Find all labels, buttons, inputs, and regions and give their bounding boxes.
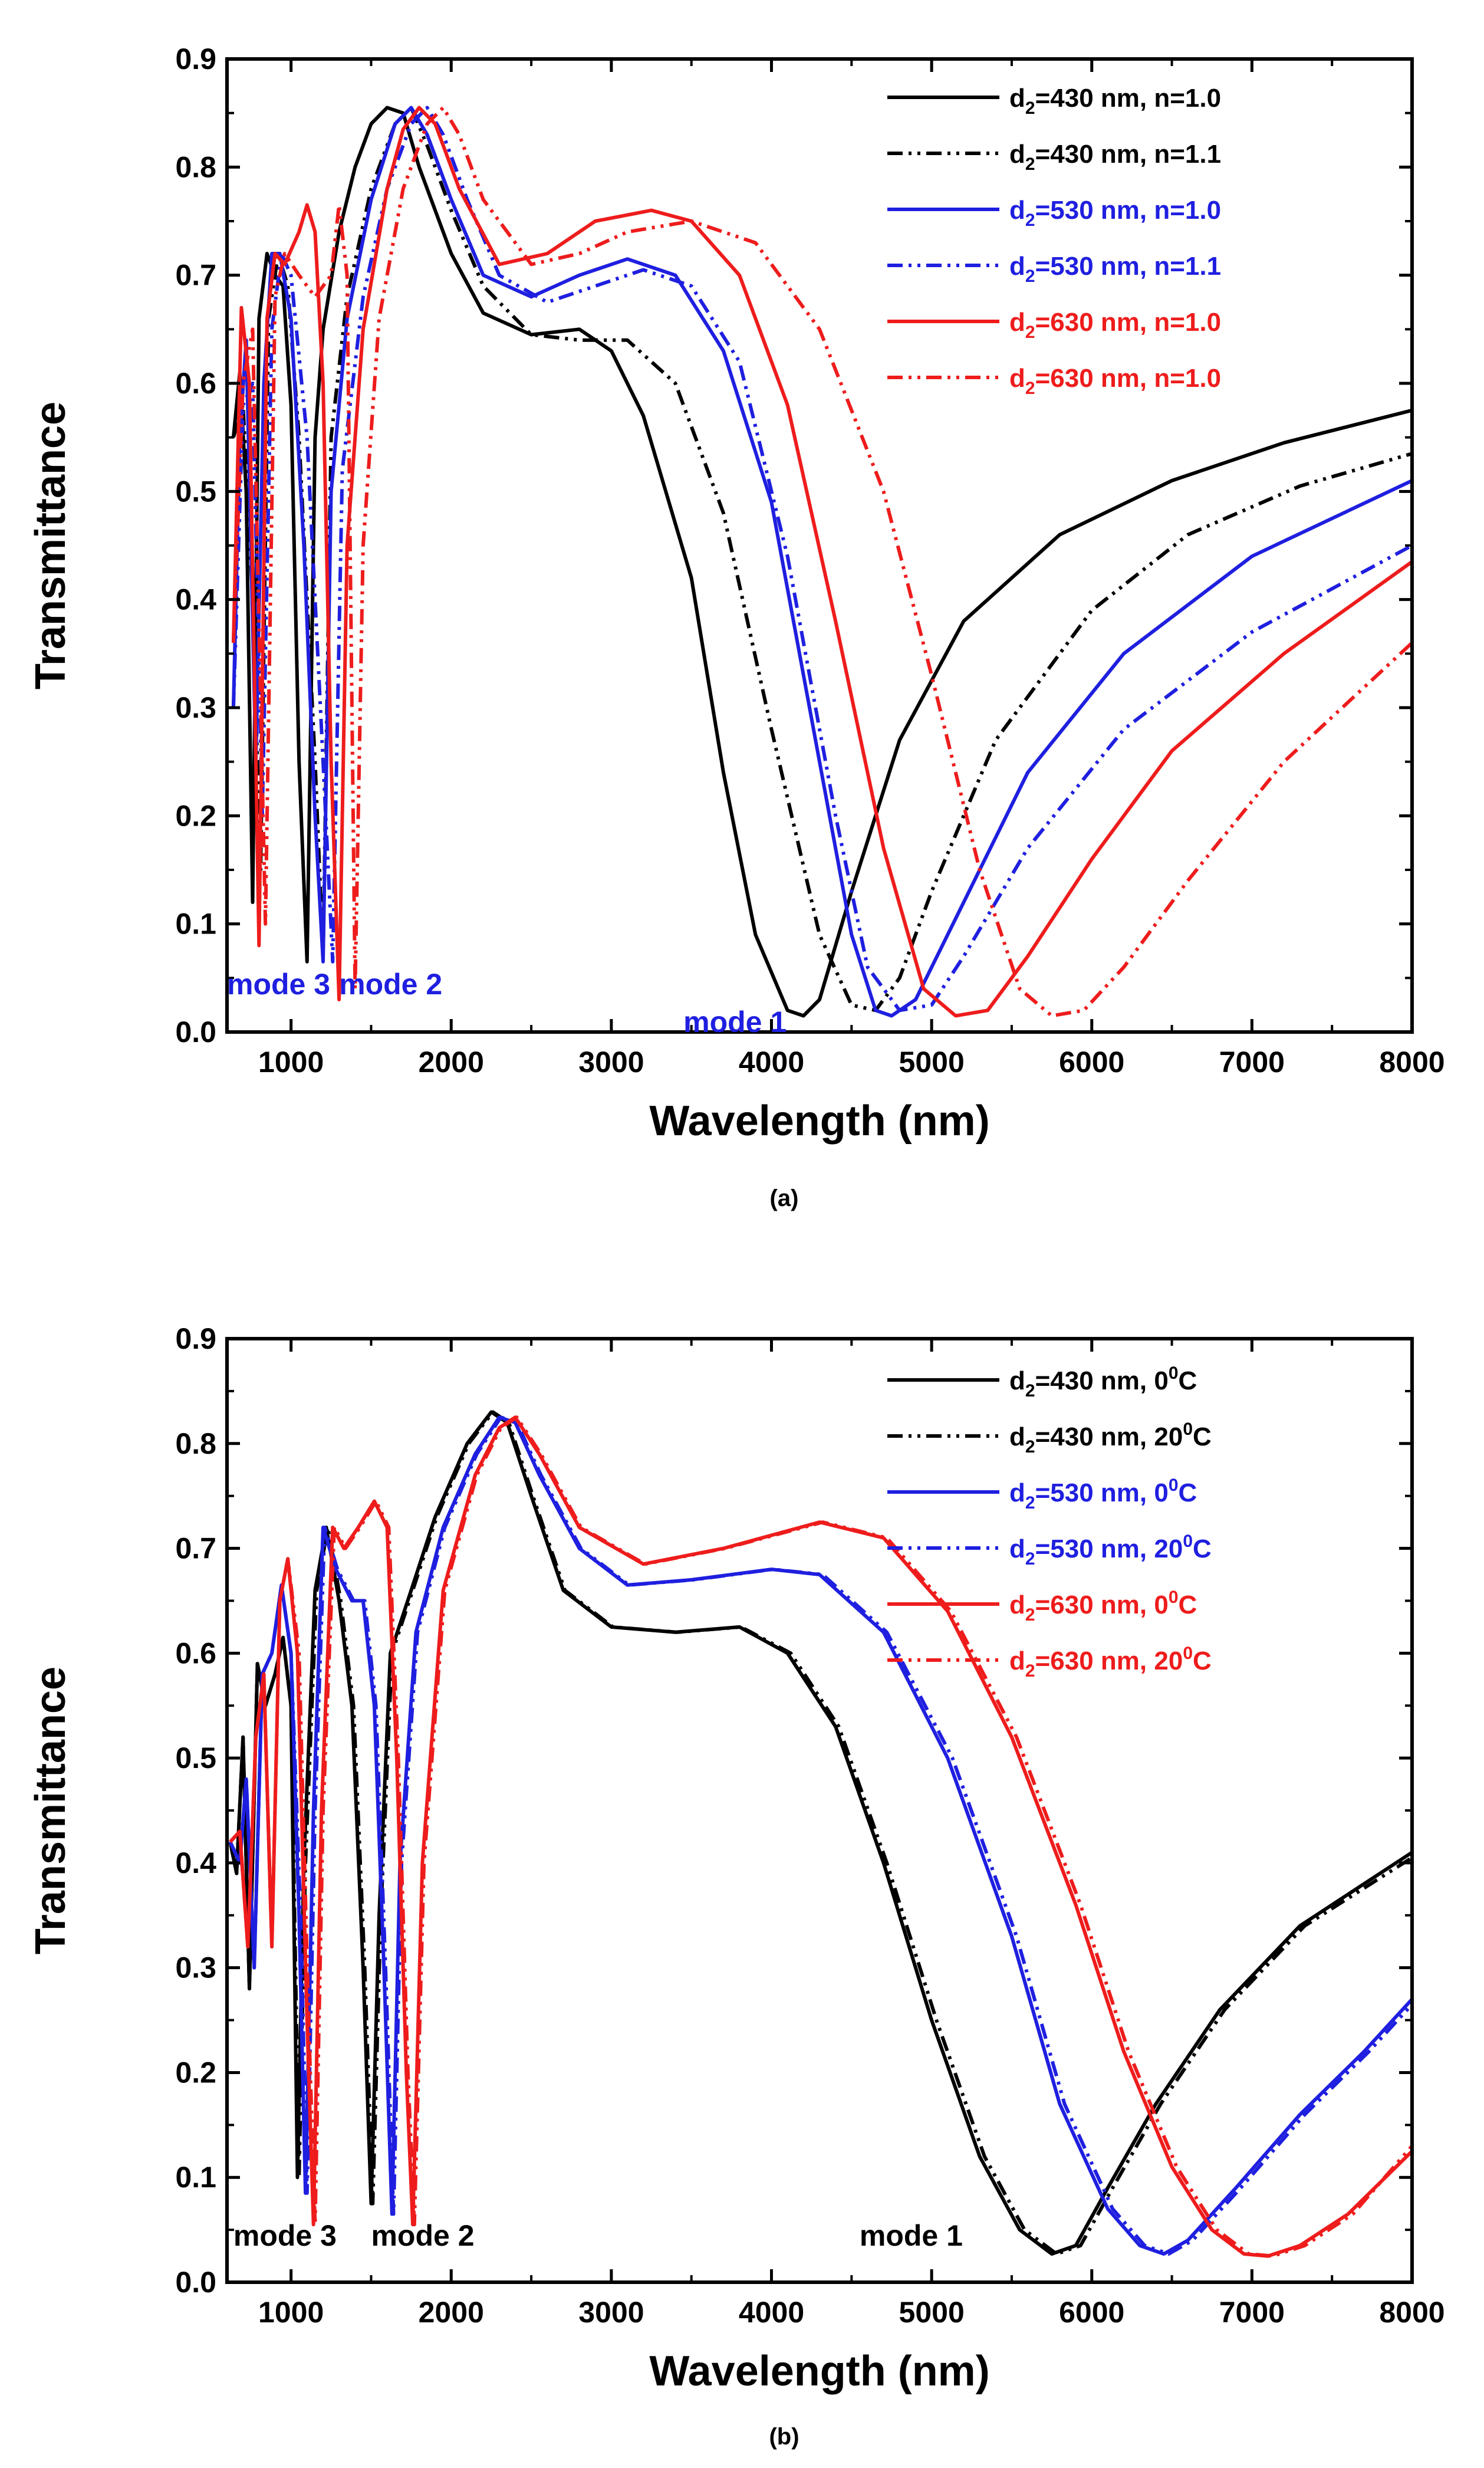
y-tick-label: 0.4 bbox=[175, 1846, 216, 1879]
y-tick-label: 0.6 bbox=[175, 367, 216, 400]
y-tick-label: 0.2 bbox=[175, 2056, 216, 2089]
x-tick-label: 8000 bbox=[1379, 2296, 1444, 2329]
y-tick-label: 0.9 bbox=[175, 1322, 216, 1355]
y-tick-label: 0.0 bbox=[175, 2266, 216, 2299]
series-line-6 bbox=[229, 1415, 1412, 2258]
x-tick-label: 5000 bbox=[899, 1046, 965, 1079]
series-lines bbox=[231, 106, 1412, 1018]
legend: d2=430 nm, n=1.0 d2=430 nm, n=1.1 d2=530 n… bbox=[887, 84, 1221, 398]
annotation-mode-label: mode 3 bbox=[233, 2219, 337, 2252]
panel-b: 1000 2000 3000 4000 5000 6000 7000 8000 0.0 0.1 0.… bbox=[27, 1322, 1445, 2450]
legend-label-4: d2=530 nm, n=1.1 bbox=[1009, 252, 1221, 286]
panel-a: 1000 2000 3000 4000 5000 6000 7000 8000 0.0 0.1 0.… bbox=[27, 42, 1445, 1211]
y-tick-label: 0.6 bbox=[175, 1636, 216, 1670]
x-tick-label: 5000 bbox=[899, 2296, 965, 2329]
legend-label-1: d2=430 nm, n=1.0 bbox=[1009, 84, 1221, 118]
series-lines bbox=[228, 1410, 1412, 2258]
legend-label-2: d2=430 nm, n=1.1 bbox=[1009, 140, 1221, 174]
x-axis-title: Wavelength (nm) bbox=[649, 2348, 989, 2395]
y-tick-label: 0.1 bbox=[175, 908, 216, 941]
x-tick-label: 2000 bbox=[419, 1046, 484, 1079]
legend-label-5: d2=630 nm, n=1.0 bbox=[1009, 308, 1221, 342]
y-axis-title: Transmittance bbox=[27, 402, 74, 689]
annotation-mode-label: mode 2 bbox=[339, 968, 442, 1001]
legend-label-3: d2=530 nm, 00C bbox=[1009, 1475, 1197, 1513]
y-tick-label: 0.3 bbox=[175, 1951, 216, 1984]
x-tick-label: 7000 bbox=[1219, 2296, 1285, 2329]
x-tick-label: 3000 bbox=[578, 1046, 644, 1079]
y-tick-label: 0.7 bbox=[175, 259, 216, 292]
y-tick-label: 0.5 bbox=[175, 475, 216, 508]
panel-caption: (b) bbox=[769, 2424, 799, 2450]
series-line-5 bbox=[231, 106, 1412, 1018]
series-line-4 bbox=[228, 1415, 1412, 2256]
x-tick-label: 4000 bbox=[739, 2296, 804, 2329]
x-tick-label: 3000 bbox=[578, 2296, 644, 2329]
y-tick-label: 0.5 bbox=[175, 1741, 216, 1774]
x-axis-title: Wavelength (nm) bbox=[649, 1097, 989, 1145]
annotation-mode-label: mode 2 bbox=[371, 2219, 474, 2252]
series-line-1 bbox=[228, 1410, 1412, 2256]
legend: d2=430 nm, 00C d2=430 nm, 200C d2=530 nm, … bbox=[887, 1363, 1212, 1681]
y-tick-label: 0.8 bbox=[175, 1427, 216, 1460]
legend-label-6: d2=630 nm, 200C bbox=[1009, 1644, 1212, 1681]
y-axis-title: Transmittance bbox=[27, 1667, 74, 1954]
x-tick-label: 6000 bbox=[1059, 1046, 1124, 1079]
legend-label-6: d2=630 nm, n=1.0 bbox=[1009, 364, 1221, 398]
y-tick-label: 0.0 bbox=[175, 1016, 216, 1049]
x-tick-label: 8000 bbox=[1379, 1046, 1444, 1079]
y-tick-label: 0.7 bbox=[175, 1532, 216, 1565]
x-tick-label: 1000 bbox=[258, 1046, 324, 1079]
annotation-mode-label: mode 1 bbox=[683, 1005, 787, 1039]
legend-label-4: d2=530 nm, 200C bbox=[1009, 1532, 1212, 1569]
panel-caption: (a) bbox=[770, 1185, 799, 1211]
annotation-mode-label: mode 3 bbox=[227, 968, 330, 1001]
y-tick-label: 0.1 bbox=[175, 2161, 216, 2194]
legend-label-5: d2=630 nm, 00C bbox=[1009, 1588, 1197, 1625]
y-tick-label: 0.9 bbox=[175, 42, 216, 75]
x-tick-label: 4000 bbox=[739, 1046, 804, 1079]
legend-label-1: d2=430 nm, 00C bbox=[1009, 1363, 1197, 1401]
y-tick-label: 0.8 bbox=[175, 150, 216, 183]
y-tick-label: 0.2 bbox=[175, 799, 216, 832]
x-tick-label: 1000 bbox=[258, 2296, 324, 2329]
y-tick-label: 0.4 bbox=[175, 583, 216, 616]
legend-label-3: d2=530 nm, n=1.0 bbox=[1009, 196, 1221, 230]
x-tick-label: 2000 bbox=[419, 2296, 484, 2329]
series-line-2 bbox=[228, 1410, 1412, 2256]
series-line-6 bbox=[231, 106, 1412, 1018]
legend-label-2: d2=430 nm, 200C bbox=[1009, 1419, 1212, 1457]
x-tick-label: 6000 bbox=[1059, 2296, 1124, 2329]
y-tick-label: 0.3 bbox=[175, 691, 216, 724]
annotation-mode-label: mode 1 bbox=[860, 2219, 963, 2252]
x-tick-label: 7000 bbox=[1219, 1046, 1285, 1079]
